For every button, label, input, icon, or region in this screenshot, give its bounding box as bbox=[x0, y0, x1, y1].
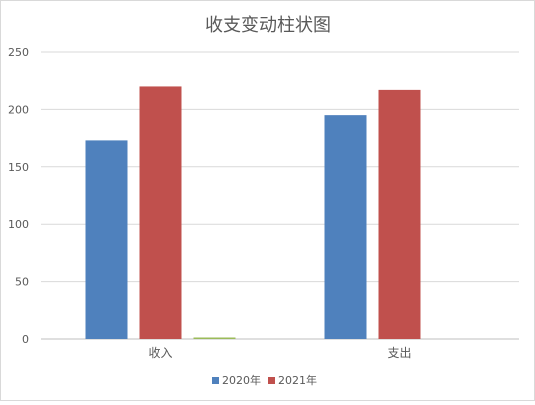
y-axis-tick-labels: 0 50 100 150 200 250 bbox=[8, 46, 29, 346]
chart-title: 收支变动柱状图 bbox=[205, 15, 331, 36]
y-tick-label: 150 bbox=[8, 161, 29, 174]
legend: 2020年 2021年 bbox=[212, 373, 317, 387]
bar bbox=[85, 140, 128, 339]
bar bbox=[193, 337, 236, 339]
y-tick-label: 200 bbox=[8, 103, 29, 116]
y-tick-label: 50 bbox=[15, 276, 29, 289]
x-tick-label: 收入 bbox=[148, 346, 172, 360]
x-axis-tick-labels: 收入 支出 bbox=[148, 346, 411, 360]
y-tick-label: 100 bbox=[8, 218, 29, 231]
bar bbox=[378, 89, 421, 339]
legend-swatch bbox=[268, 377, 275, 384]
legend-label: 2021年 bbox=[278, 373, 317, 387]
bar bbox=[139, 86, 182, 339]
y-tick-label: 0 bbox=[22, 333, 29, 346]
x-tick-label: 支出 bbox=[387, 346, 411, 360]
y-tick-label: 250 bbox=[8, 46, 29, 59]
legend-label: 2020年 bbox=[222, 373, 261, 387]
bar bbox=[324, 115, 367, 339]
legend-swatch bbox=[212, 377, 219, 384]
bars bbox=[85, 86, 421, 339]
